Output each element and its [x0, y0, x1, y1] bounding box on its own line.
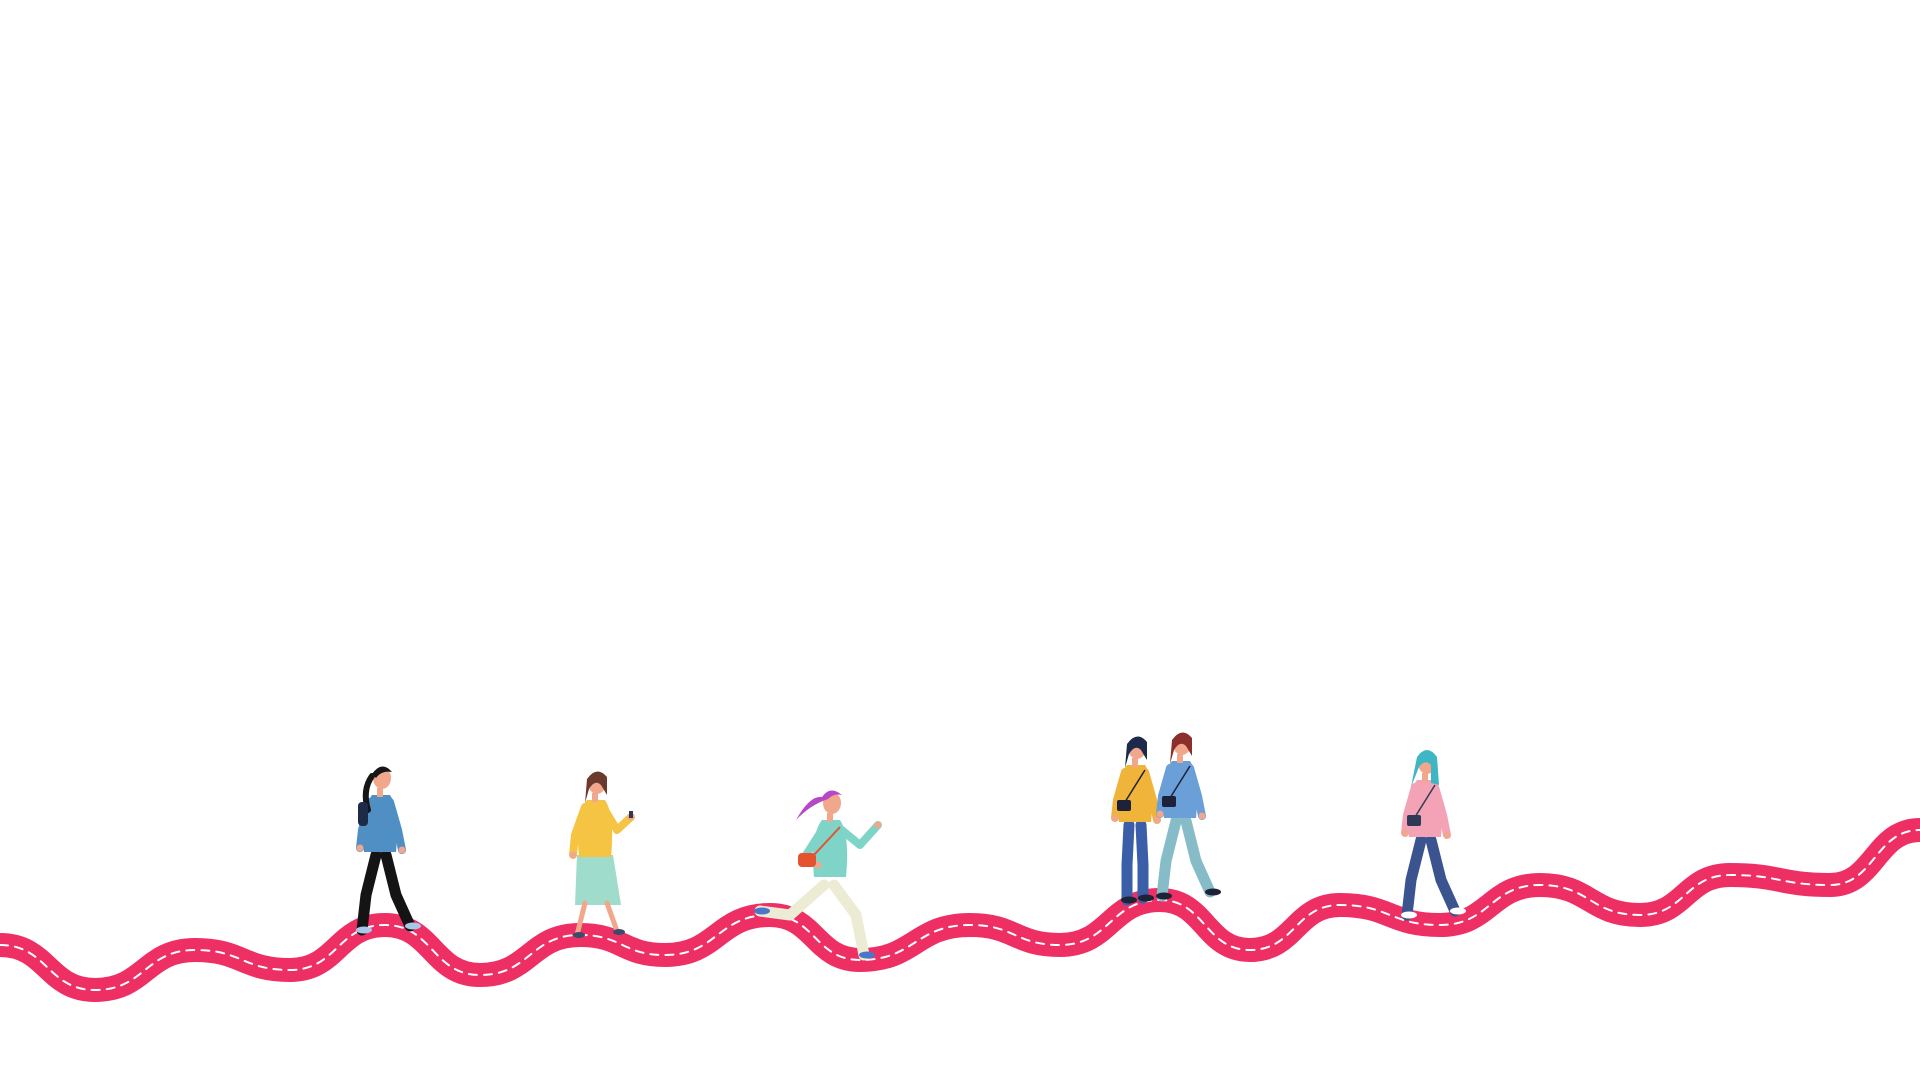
- hair: [1125, 736, 1147, 768]
- bag-strap: [1169, 765, 1191, 799]
- shoe: [1138, 894, 1154, 902]
- bag-strap: [813, 826, 841, 856]
- person-woman-in-pink-jacket: [1401, 750, 1466, 921]
- hand: [1111, 814, 1119, 822]
- people-group: [356, 732, 1466, 961]
- phone-icon: [629, 811, 633, 818]
- leg: [1401, 834, 1427, 921]
- hand: [1153, 816, 1161, 824]
- hand: [1401, 829, 1409, 837]
- shoe: [859, 951, 875, 959]
- handbag-icon: [798, 853, 816, 867]
- shoe: [754, 907, 770, 915]
- arm: [834, 821, 882, 849]
- hand: [356, 844, 364, 852]
- person-running-woman: [754, 790, 882, 961]
- leg: [604, 900, 620, 934]
- shoe: [356, 926, 372, 934]
- arm: [1156, 764, 1174, 818]
- arm: [386, 798, 406, 854]
- leg: [380, 849, 416, 932]
- bag-strap: [1414, 784, 1436, 818]
- shoe: [1121, 896, 1137, 904]
- leg: [356, 849, 382, 936]
- leg: [1180, 815, 1216, 898]
- shoe: [1450, 907, 1466, 915]
- person-woman-with-phone: [569, 771, 635, 938]
- hair: [1411, 750, 1439, 787]
- leg: [1425, 834, 1461, 917]
- leg: [754, 879, 830, 921]
- hair: [796, 790, 842, 820]
- arm: [1111, 768, 1129, 822]
- arm: [599, 803, 635, 834]
- wavy-road: [0, 818, 1920, 1002]
- hand: [398, 846, 406, 854]
- hand: [814, 861, 822, 869]
- road-group: [0, 818, 1920, 1002]
- neck: [1422, 773, 1428, 782]
- shoe: [1205, 888, 1221, 896]
- arm: [569, 803, 589, 859]
- hand: [1443, 831, 1451, 839]
- leg: [1135, 819, 1149, 904]
- person-woman-with-backpack: [356, 766, 421, 936]
- neck: [1132, 758, 1138, 767]
- shoe: [1156, 892, 1172, 900]
- hair: [585, 771, 607, 803]
- handbag-icon: [1162, 796, 1176, 807]
- skirt: [575, 855, 621, 905]
- hand: [1198, 812, 1206, 820]
- shoe: [1401, 911, 1417, 919]
- leg: [1121, 819, 1135, 906]
- leg: [828, 879, 870, 961]
- neck: [1177, 754, 1183, 763]
- arm: [1401, 783, 1419, 837]
- backpack-icon: [358, 802, 368, 826]
- person-woman-in-blue-jacket: [1156, 732, 1221, 902]
- hand: [1156, 810, 1164, 818]
- shoe: [405, 922, 421, 930]
- handbag-icon: [1407, 815, 1421, 826]
- shoe: [613, 929, 625, 935]
- hand: [874, 821, 882, 829]
- neck: [592, 793, 598, 802]
- bag-strap: [1124, 769, 1146, 803]
- hair: [372, 766, 392, 778]
- handbag-icon: [1117, 800, 1131, 811]
- person-woman-in-yellow-sweater: [1111, 736, 1161, 906]
- leg: [1156, 815, 1182, 902]
- neck: [827, 813, 833, 822]
- hair: [1170, 732, 1192, 764]
- hand: [569, 851, 577, 859]
- leg: [574, 900, 588, 938]
- shoe: [573, 932, 585, 938]
- arm: [1141, 768, 1161, 824]
- neck: [377, 788, 383, 797]
- arm: [1431, 783, 1451, 839]
- road-center-dashes: [0, 829, 1920, 992]
- arm: [1186, 764, 1206, 820]
